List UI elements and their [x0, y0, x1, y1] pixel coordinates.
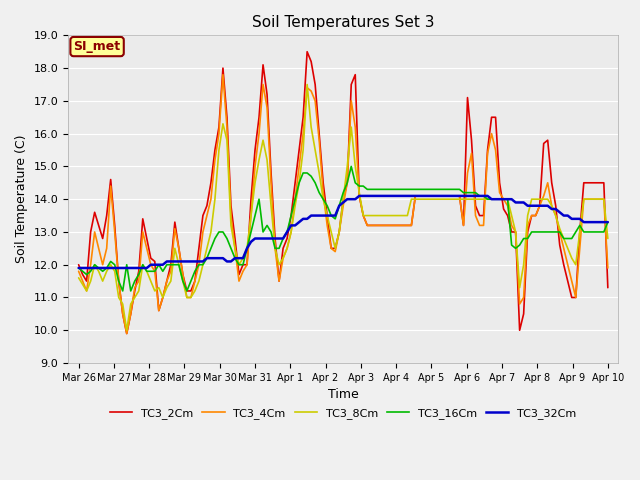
Y-axis label: Soil Temperature (C): Soil Temperature (C)	[15, 135, 28, 264]
Legend: TC3_2Cm, TC3_4Cm, TC3_8Cm, TC3_16Cm, TC3_32Cm: TC3_2Cm, TC3_4Cm, TC3_8Cm, TC3_16Cm, TC3…	[106, 403, 580, 423]
Text: SI_met: SI_met	[74, 40, 121, 53]
X-axis label: Time: Time	[328, 388, 358, 401]
Title: Soil Temperatures Set 3: Soil Temperatures Set 3	[252, 15, 435, 30]
